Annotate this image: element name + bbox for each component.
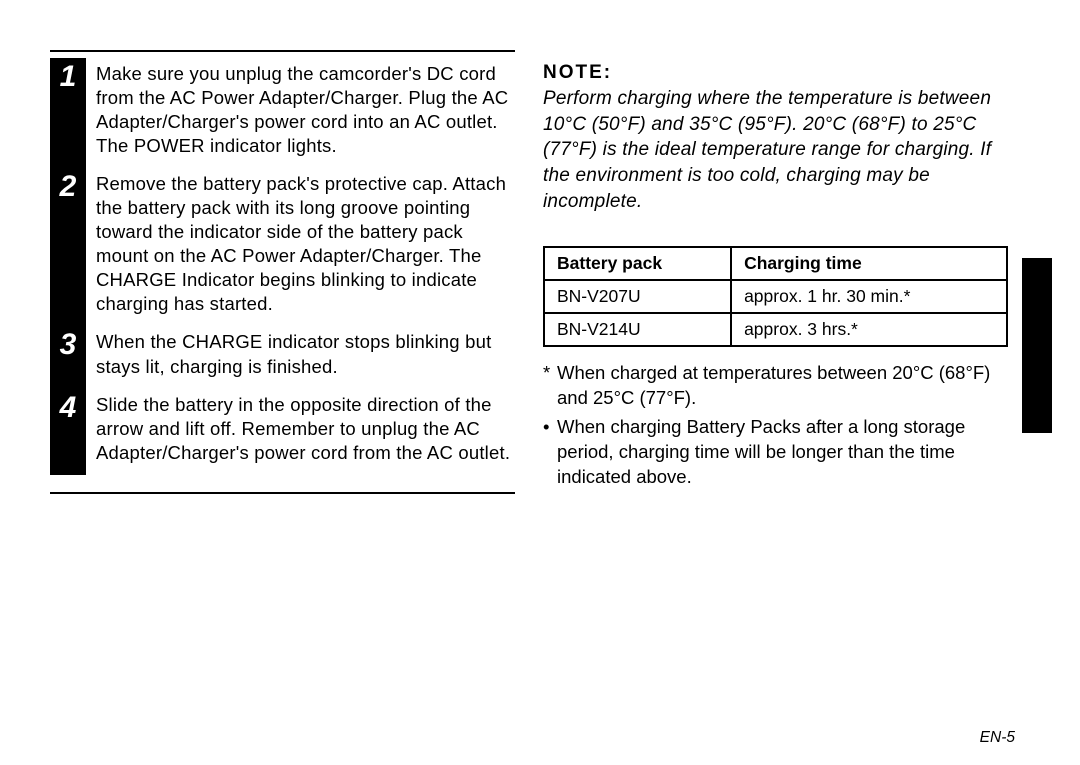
table-header-row: Battery pack Charging time <box>544 247 1007 280</box>
step-row: 2 Remove the battery pack's protective c… <box>50 168 515 326</box>
step-row: 1 Make sure you unplug the camcorder's D… <box>50 58 515 168</box>
table-cell: BN-V207U <box>544 280 731 313</box>
step-text: Remove the battery pack's protective cap… <box>86 168 515 326</box>
footnote-mark: * <box>543 361 557 411</box>
charging-table: Battery pack Charging time BN-V207U appr… <box>543 246 1008 347</box>
footnote-text: When charged at temperatures between 20°… <box>557 361 1008 411</box>
step-row: 4 Slide the battery in the opposite dire… <box>50 389 515 475</box>
step-number: 1 <box>50 58 86 168</box>
footnote-item: • When charging Battery Packs after a lo… <box>543 415 1008 490</box>
info-column: NOTE: Perform charging where the tempera… <box>543 50 1008 494</box>
table-header: Battery pack <box>544 247 731 280</box>
table-cell: BN-V214U <box>544 313 731 346</box>
step-number: 2 <box>50 168 86 326</box>
step-text: Make sure you unplug the camcorder's DC … <box>86 58 515 168</box>
table-row: BN-V207U approx. 1 hr. 30 min.* <box>544 280 1007 313</box>
columns: 1 Make sure you unplug the camcorder's D… <box>50 50 1030 494</box>
note-title: NOTE: <box>543 62 1008 84</box>
footnote-item: * When charged at temperatures between 2… <box>543 361 1008 411</box>
manual-page: 1 Make sure you unplug the camcorder's D… <box>0 0 1080 765</box>
steps-column: 1 Make sure you unplug the camcorder's D… <box>50 50 515 494</box>
step-row: 3 When the CHARGE indicator stops blinki… <box>50 326 515 388</box>
footnote-text: When charging Battery Packs after a long… <box>557 415 1008 490</box>
table-cell: approx. 1 hr. 30 min.* <box>731 280 1007 313</box>
step-number: 4 <box>50 389 86 475</box>
footnote-mark: • <box>543 415 557 490</box>
table-row: BN-V214U approx. 3 hrs.* <box>544 313 1007 346</box>
note-body: Perform charging where the temperature i… <box>543 86 1008 214</box>
table-cell: approx. 3 hrs.* <box>731 313 1007 346</box>
footnotes: * When charged at temperatures between 2… <box>543 361 1008 490</box>
page-number: EN-5 <box>980 729 1015 747</box>
step-text: When the CHARGE indicator stops blinking… <box>86 326 515 388</box>
step-number: 3 <box>50 326 86 388</box>
step-text: Slide the battery in the opposite direct… <box>86 389 515 475</box>
section-tab <box>1022 258 1052 433</box>
table-header: Charging time <box>731 247 1007 280</box>
